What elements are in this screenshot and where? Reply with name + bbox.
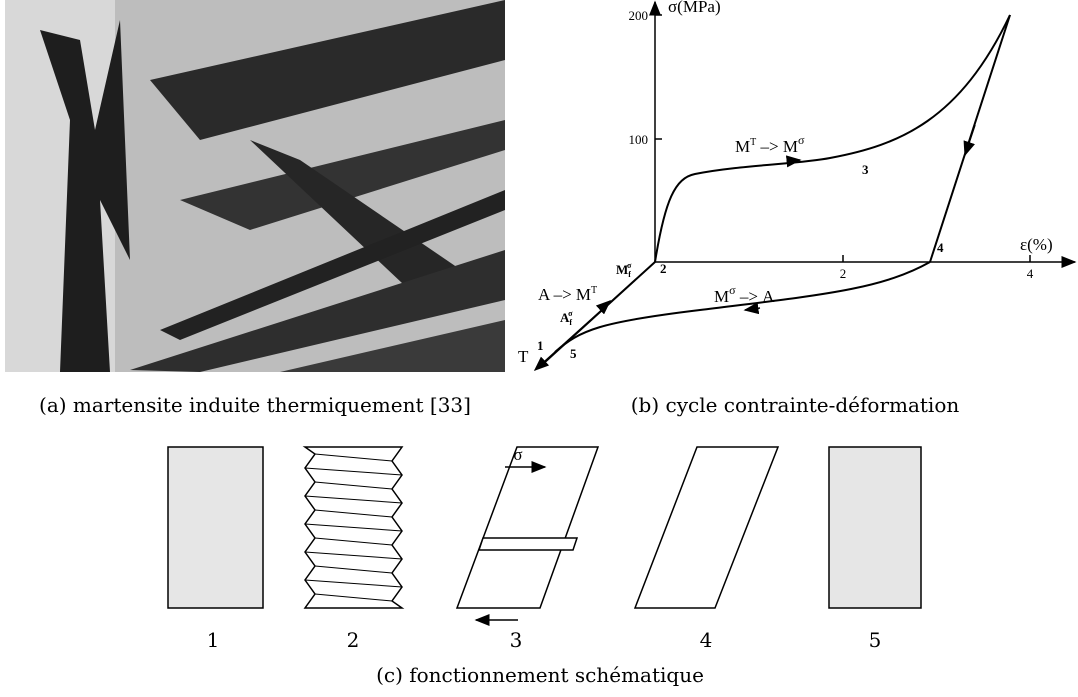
point-label: 5 <box>570 346 577 361</box>
text-part: σ <box>568 309 573 318</box>
point-label: 1 <box>537 338 544 353</box>
x-tick-label: 4 <box>1027 266 1034 281</box>
x-axis-label: ε(%) <box>1020 235 1053 254</box>
text-part: σ <box>627 261 632 270</box>
stress-symbol: σ <box>513 445 522 464</box>
annotation: Mσ –> A <box>714 283 775 306</box>
annotation: MT –> Mσ <box>735 133 805 156</box>
text-part: f <box>569 318 572 327</box>
schematic <box>167 446 922 626</box>
annotation: Afσ <box>560 309 573 327</box>
text-part: σ <box>798 133 805 147</box>
caption: (b) cycle contrainte-déformation <box>631 393 960 417</box>
stage-label: 4 <box>700 628 713 652</box>
text-part: –> M <box>756 137 798 156</box>
annotation: A –> MT <box>538 285 597 304</box>
axis-label: T <box>518 347 529 366</box>
y-tick-label: 200 <box>629 8 649 23</box>
y-axis-label: σ(MPa) <box>668 0 721 16</box>
x-tick-label: 2 <box>840 266 847 281</box>
caption: (c) fonctionnement schématique <box>376 663 704 687</box>
text-part: –> A <box>736 287 776 306</box>
micrograph <box>5 0 505 372</box>
text-part: f <box>628 270 631 279</box>
stress-strain-diagram <box>533 0 1077 372</box>
stage-label: 5 <box>869 628 882 652</box>
caption: (a) martensite induite thermiquement [33… <box>39 393 471 417</box>
text-part: A –> M <box>538 285 591 304</box>
text-part: T <box>591 285 597 296</box>
stage-label: 2 <box>347 628 360 652</box>
point-label: 4 <box>937 240 944 255</box>
annotation: Mfσ <box>616 261 632 279</box>
stage-label: 3 <box>510 628 523 652</box>
stage-label: 1 <box>207 628 220 652</box>
y-tick-label: 100 <box>629 132 649 147</box>
point-label: 2 <box>660 261 667 276</box>
text-part: A <box>560 310 570 325</box>
text-part: M <box>735 137 750 156</box>
text-part: σ <box>729 283 736 297</box>
text-part: M <box>714 287 729 306</box>
point-label: 3 <box>862 162 869 177</box>
text-part: M <box>616 262 628 277</box>
text-part: T <box>750 137 756 148</box>
